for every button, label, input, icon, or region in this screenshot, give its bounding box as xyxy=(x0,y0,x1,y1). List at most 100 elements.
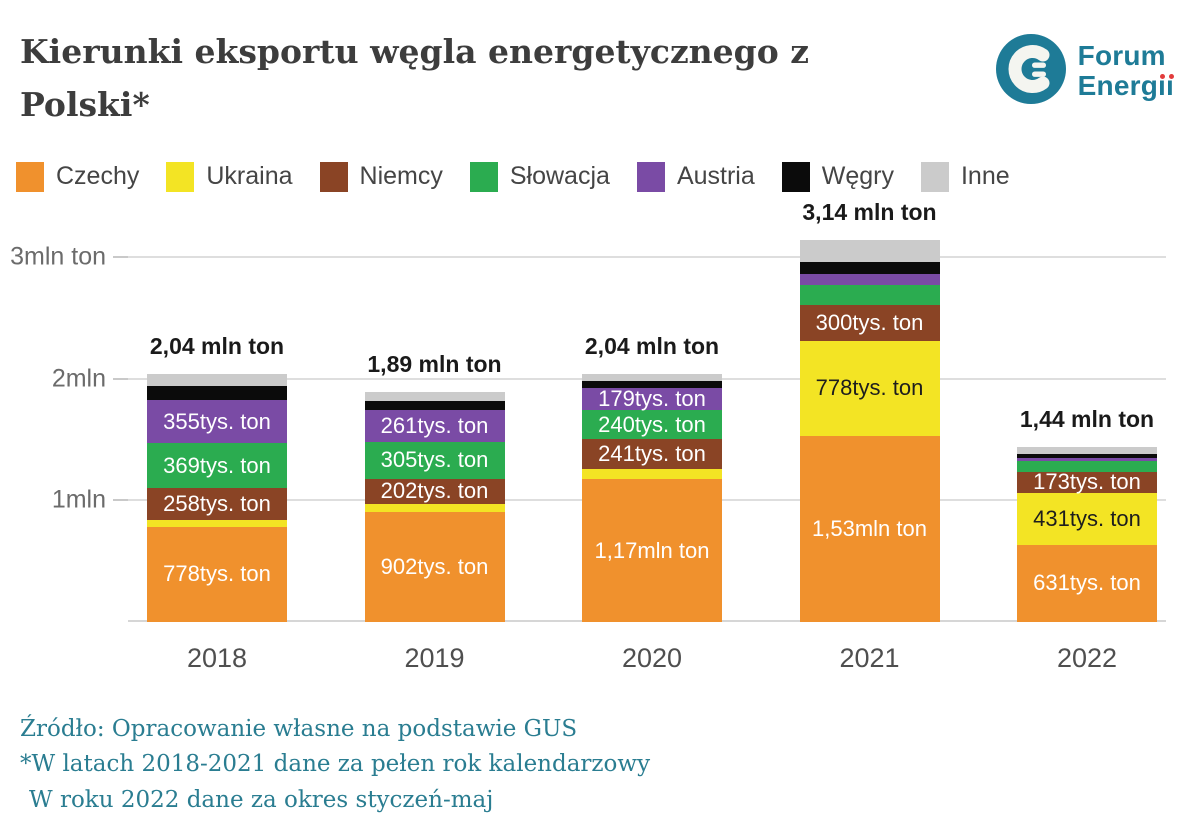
segment-2020-węgry xyxy=(582,381,722,389)
segment-2021-słowacja xyxy=(799,285,940,305)
segment-2019-węgry xyxy=(364,401,505,411)
y-tick-mark xyxy=(113,499,128,502)
segment-2018-austria: 355tys. ton xyxy=(147,400,287,444)
footnote-line2: W roku 2022 dane za okres styczeń-maj xyxy=(29,786,494,813)
y-tick-label: 3mln ton xyxy=(10,242,106,271)
segment-value-label: 902tys. ton xyxy=(380,553,489,579)
legend-item-austria: Austria xyxy=(636,161,755,192)
segment-2018-ukraina xyxy=(147,519,287,528)
segment-2022-czechy: 631tys. ton xyxy=(1017,544,1157,622)
segment-2019-czechy: 902tys. ton xyxy=(364,512,505,622)
segment-value-label: 240tys. ton xyxy=(598,411,706,437)
segment-value-label: 778tys. ton xyxy=(815,375,924,401)
legend-label: Austria xyxy=(676,162,755,191)
bar-total-label-2021: 3,14 mln ton xyxy=(802,199,937,226)
legend-swatch xyxy=(16,161,44,192)
page-title-line2: Polski* xyxy=(20,84,150,124)
segment-2022-słowacja xyxy=(1017,461,1157,472)
segment-2019-ukraina xyxy=(364,503,505,513)
bar-2019: 902tys. ton 202tys. ton 305tys. ton 261tys.… xyxy=(364,391,505,622)
y-tick-label: 1mln xyxy=(51,485,106,514)
segment-2019-inne xyxy=(364,391,505,402)
segment-value-label: 355tys. ton xyxy=(163,408,271,434)
segment-2020-niemcy: 241tys. ton xyxy=(582,439,722,469)
segment-2018-węgry xyxy=(147,386,287,401)
x-axis-label-2021: 2021 xyxy=(839,642,900,673)
page-header: Kierunki eksportu węgla energetycznego z… xyxy=(0,0,1200,132)
segment-2022-ukraina: 431tys. ton xyxy=(1017,492,1157,545)
x-axis-label-2020: 2020 xyxy=(621,642,683,673)
bar-total-label-2019: 1,89 mln ton xyxy=(367,350,502,377)
x-axis-label-2022: 2022 xyxy=(1056,642,1118,673)
segment-value-label: 631tys. ton xyxy=(1033,570,1141,596)
brand-text: Forum Energıı xyxy=(1077,40,1174,102)
legend-item-słowacja: Słowacja xyxy=(469,161,610,192)
segment-2021-niemcy: 300tys. ton xyxy=(799,304,940,342)
legend-item-niemcy: Niemcy xyxy=(319,161,443,192)
segment-value-label: 369tys. ton xyxy=(163,452,271,478)
footer-notes: Źródło: Opracowanie własne na podstawie … xyxy=(20,712,1200,813)
bar-total-label-2022: 1,44 mln ton xyxy=(1019,405,1155,432)
brand-ii-red-dots: ıı xyxy=(1158,70,1174,102)
forum-energii-logo-icon xyxy=(995,34,1066,104)
segment-2022-inne xyxy=(1017,446,1157,454)
brand-word-energii: Energıı xyxy=(1077,70,1174,102)
segment-2018-inne xyxy=(147,373,287,387)
footnote-line1: *W latach 2018-2021 dane za pełen rok ka… xyxy=(20,751,651,778)
x-axis-label-2019: 2019 xyxy=(404,642,465,673)
legend-swatch xyxy=(166,161,195,192)
y-tick-label: 2mln xyxy=(51,364,106,393)
legend-swatch xyxy=(781,161,810,192)
bar-2022: 631tys. ton 431tys. ton 173tys. ton xyxy=(1017,446,1157,622)
segment-2022-niemcy: 173tys. ton xyxy=(1017,469,1157,495)
segment-2022-węgry xyxy=(1017,453,1157,459)
legend-swatch xyxy=(920,161,949,192)
chart-legend: Czechy Ukraina Niemcy Słowacja Austria Węgry I… xyxy=(16,161,1200,192)
x-axis-label-2018: 2018 xyxy=(186,642,248,673)
segment-2021-węgry xyxy=(799,261,940,274)
segment-2019-austria: 261tys. ton xyxy=(364,410,505,442)
segment-value-label: 778tys. ton xyxy=(163,561,271,587)
bar-2020: 1,17mln ton 241tys. ton 240tys. ton 179tys.… xyxy=(582,373,722,622)
y-tick-mark xyxy=(113,256,128,259)
legend-swatch xyxy=(469,161,498,192)
gridline-3mln-ton xyxy=(128,256,1166,259)
legend-label: Niemcy xyxy=(359,162,443,191)
segment-2019-niemcy: 202tys. ton xyxy=(364,478,505,504)
segment-2019-słowacja: 305tys. ton xyxy=(364,441,505,479)
segment-2020-czechy: 1,17mln ton xyxy=(582,479,722,622)
legend-item-węgry: Węgry xyxy=(781,161,894,192)
stacked-bar-chart: 1mln 2mln 3mln ton 778tys. ton 258tys. ton 36… xyxy=(0,199,1200,682)
brand-word-forum: Forum xyxy=(1077,40,1166,71)
segment-value-label: 1,53mln ton xyxy=(812,515,927,541)
segment-value-label: 1,17mln ton xyxy=(594,537,710,563)
segment-value-label: 305tys. ton xyxy=(380,447,489,473)
legend-swatch xyxy=(319,161,348,192)
segment-2020-inne xyxy=(582,373,722,382)
segment-2018-czechy: 778tys. ton xyxy=(147,527,287,622)
legend-swatch xyxy=(636,161,665,192)
bar-2021: 1,53mln ton 778tys. ton 300tys. ton xyxy=(799,240,940,622)
page-title-line1: Kierunki eksportu węgla energetycznego z xyxy=(20,32,809,71)
segment-2021-czechy: 1,53mln ton xyxy=(799,435,940,622)
segment-value-label: 431tys. ton xyxy=(1033,505,1141,531)
legend-label: Inne xyxy=(960,162,1010,191)
segment-value-label: 300tys. ton xyxy=(815,309,924,335)
segment-2018-niemcy: 258tys. ton xyxy=(147,488,287,520)
legend-label: Czechy xyxy=(56,162,140,191)
segment-2021-austria xyxy=(799,273,940,286)
y-tick-mark xyxy=(113,377,128,380)
legend-item-inne: Inne xyxy=(920,161,1010,192)
bar-total-label-2020: 2,04 mln ton xyxy=(584,332,720,359)
segment-2021-ukraina: 778tys. ton xyxy=(799,341,940,436)
segment-value-label: 173tys. ton xyxy=(1033,469,1141,495)
segment-2022-austria xyxy=(1017,458,1157,462)
page-title: Kierunki eksportu węgla energetycznego z… xyxy=(20,26,809,132)
legend-label: Słowacja xyxy=(509,162,610,191)
segment-2018-słowacja: 369tys. ton xyxy=(147,443,287,489)
segment-value-label: 261tys. ton xyxy=(380,413,489,439)
segment-2020-słowacja: 240tys. ton xyxy=(582,410,722,440)
legend-label: Węgry xyxy=(821,162,894,191)
segment-value-label: 241tys. ton xyxy=(598,440,706,466)
plot-area: 1mln 2mln 3mln ton 778tys. ton 258tys. ton 36… xyxy=(10,199,1166,673)
